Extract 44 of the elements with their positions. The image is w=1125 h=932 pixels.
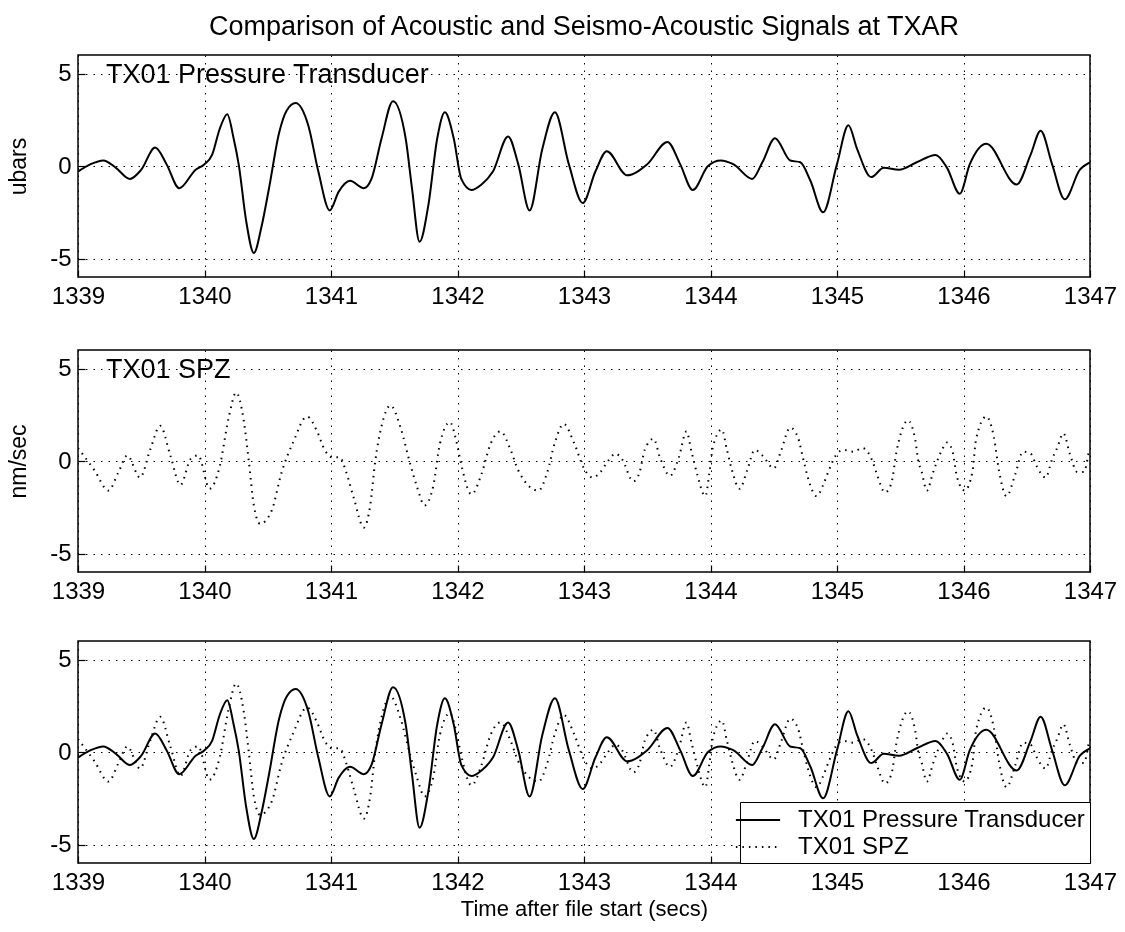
x-tick-label: 1340 xyxy=(178,576,232,604)
legend-label: TX01 SPZ xyxy=(798,832,909,859)
y-axis-title: nm/sec xyxy=(5,424,32,499)
x-tick-label: 1341 xyxy=(304,576,359,604)
x-axis-title: Time after file start (secs) xyxy=(460,895,709,921)
x-tick-label: 1347 xyxy=(1063,867,1118,895)
x-tick-label: 1339 xyxy=(51,576,106,604)
x-tick-label: 1342 xyxy=(431,576,485,604)
legend-label: TX01 Pressure Transducer xyxy=(798,805,1085,832)
y-tick-label: 5 xyxy=(58,354,72,381)
y-tick-label: 0 xyxy=(58,151,72,179)
y-tick-label: -5 xyxy=(50,830,72,857)
series-label: TX01 Pressure Transducer xyxy=(106,59,429,89)
x-tick-label: 1343 xyxy=(557,867,612,895)
x-tick-label: 1341 xyxy=(304,281,359,309)
x-tick-label: 1344 xyxy=(684,576,738,604)
y-tick-label: 0 xyxy=(58,737,72,765)
x-tick-label: 1342 xyxy=(431,867,485,895)
x-tick-label: 1345 xyxy=(810,576,865,604)
x-tick-label: 1340 xyxy=(178,281,232,309)
x-tick-label: 1347 xyxy=(1063,576,1118,604)
x-tick-label: 1345 xyxy=(810,867,865,895)
x-tick-label: 1346 xyxy=(937,576,991,604)
y-tick-label: -5 xyxy=(50,244,72,271)
chart-title: Comparison of Acoustic and Seismo-Acoustic Signals at TXAR xyxy=(209,11,959,41)
x-tick-label: 1343 xyxy=(557,576,612,604)
x-tick-label: 1339 xyxy=(51,281,106,309)
x-tick-label: 1347 xyxy=(1063,281,1118,309)
x-tick-label: 1343 xyxy=(557,281,612,309)
x-tick-label: 1345 xyxy=(810,281,865,309)
x-tick-label: 1344 xyxy=(684,281,738,309)
x-tick-label: 1346 xyxy=(937,867,991,895)
x-tick-label: 1346 xyxy=(937,281,991,309)
x-tick-label: 1342 xyxy=(431,281,485,309)
x-tick-label: 1341 xyxy=(304,867,359,895)
x-tick-label: 1339 xyxy=(51,867,106,895)
x-tick-label: 1344 xyxy=(684,867,738,895)
series-label: TX01 SPZ xyxy=(106,354,231,384)
y-tick-label: 0 xyxy=(58,446,72,474)
y-tick-label: 5 xyxy=(58,59,72,86)
x-tick-label: 1340 xyxy=(178,867,232,895)
y-tick-label: 5 xyxy=(58,645,72,672)
y-tick-label: -5 xyxy=(50,539,72,566)
y-axis-title: ubars xyxy=(5,137,32,196)
